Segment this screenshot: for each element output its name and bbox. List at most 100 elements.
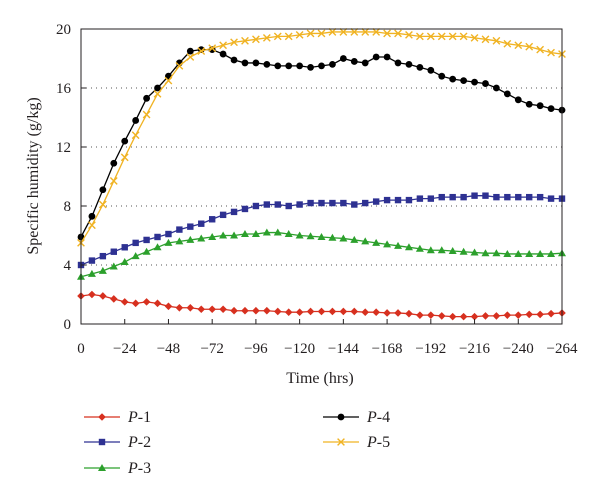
data-point bbox=[362, 199, 369, 207]
data-point bbox=[536, 249, 545, 257]
data-point bbox=[285, 202, 292, 210]
legend-label: P-5 bbox=[366, 434, 390, 451]
data-point bbox=[131, 299, 140, 308]
data-point bbox=[372, 308, 380, 316]
data-point bbox=[328, 28, 337, 36]
x-tick-label: −192 bbox=[415, 341, 446, 357]
data-point bbox=[459, 247, 468, 255]
data-point bbox=[503, 39, 512, 48]
data-point bbox=[197, 234, 206, 242]
data-point bbox=[416, 195, 424, 202]
data-point bbox=[482, 192, 489, 199]
data-point bbox=[492, 312, 501, 320]
data-point bbox=[306, 307, 315, 316]
data-point bbox=[514, 311, 523, 319]
data-point bbox=[339, 307, 348, 316]
data-point bbox=[208, 305, 216, 314]
data-point bbox=[339, 28, 348, 36]
data-point bbox=[251, 230, 260, 238]
data-point bbox=[284, 230, 293, 238]
data-point bbox=[394, 196, 402, 204]
data-point bbox=[273, 32, 282, 41]
data-point bbox=[372, 238, 381, 246]
data-point bbox=[306, 232, 315, 240]
horizontal-gridlines bbox=[81, 87, 562, 266]
data-point bbox=[241, 59, 249, 67]
x-tick-label: −168 bbox=[372, 341, 403, 357]
data-point bbox=[99, 292, 107, 300]
data-point bbox=[405, 31, 413, 39]
data-point bbox=[219, 41, 228, 50]
axis-ticks bbox=[80, 28, 563, 325]
data-point bbox=[132, 117, 140, 124]
x-tick-label: −120 bbox=[284, 341, 315, 357]
data-point bbox=[547, 249, 556, 257]
data-point bbox=[427, 311, 435, 319]
data-point bbox=[230, 208, 238, 216]
data-point bbox=[448, 246, 457, 254]
data-point bbox=[449, 75, 457, 83]
data-point bbox=[306, 29, 315, 38]
y-tick-label: 8 bbox=[64, 199, 72, 215]
data-point bbox=[481, 312, 490, 320]
data-point bbox=[438, 72, 446, 80]
data-point bbox=[394, 59, 402, 67]
data-point bbox=[536, 102, 544, 110]
data-point bbox=[383, 309, 391, 317]
series-4 bbox=[77, 46, 566, 241]
data-point bbox=[340, 199, 347, 207]
y-tick-labels: 0 4 8 12 16 20 bbox=[56, 22, 72, 333]
data-point bbox=[208, 232, 217, 240]
data-point bbox=[547, 195, 555, 202]
data-point bbox=[350, 307, 359, 316]
data-point bbox=[416, 63, 424, 71]
data-point bbox=[547, 309, 555, 318]
data-point bbox=[186, 303, 195, 312]
data-point bbox=[274, 62, 282, 70]
data-point bbox=[187, 223, 194, 230]
data-point bbox=[394, 309, 402, 317]
data-point bbox=[252, 306, 260, 315]
data-point bbox=[164, 76, 173, 85]
data-point bbox=[437, 312, 446, 320]
data-point bbox=[317, 307, 326, 316]
plot-frame bbox=[80, 28, 563, 325]
data-point bbox=[175, 303, 184, 312]
data-point bbox=[525, 100, 533, 108]
data-point bbox=[449, 193, 456, 201]
data-point bbox=[426, 246, 435, 254]
data-point bbox=[252, 202, 260, 210]
data-point bbox=[525, 249, 534, 257]
y-tick-label: 20 bbox=[56, 22, 71, 38]
data-point bbox=[164, 238, 173, 246]
data-point bbox=[120, 153, 129, 162]
data-point bbox=[109, 295, 118, 303]
data-point bbox=[99, 186, 107, 194]
legend-label: P-4 bbox=[366, 409, 390, 426]
data-point bbox=[284, 32, 293, 41]
legend-swatch-marker bbox=[337, 438, 345, 446]
data-point bbox=[503, 249, 512, 257]
data-point bbox=[307, 63, 314, 71]
legend-swatch-marker bbox=[98, 438, 106, 446]
data-point bbox=[164, 302, 173, 311]
data-point bbox=[120, 298, 129, 306]
data-point bbox=[273, 307, 282, 316]
data-point bbox=[230, 38, 238, 47]
legend-item: P-3 bbox=[84, 460, 151, 477]
data-point bbox=[405, 309, 413, 318]
data-point bbox=[252, 59, 260, 67]
data-point bbox=[383, 53, 391, 61]
data-point bbox=[350, 58, 358, 65]
y-tick-label: 12 bbox=[56, 140, 71, 156]
data-point bbox=[153, 299, 162, 308]
data-point bbox=[241, 36, 249, 45]
data-point bbox=[427, 66, 435, 74]
data-point bbox=[142, 110, 151, 119]
x-tick-label: −264 bbox=[547, 341, 578, 357]
data-point bbox=[383, 29, 391, 38]
data-point bbox=[131, 131, 140, 140]
data-point bbox=[295, 31, 304, 39]
data-point bbox=[121, 137, 129, 145]
data-point bbox=[262, 33, 271, 42]
